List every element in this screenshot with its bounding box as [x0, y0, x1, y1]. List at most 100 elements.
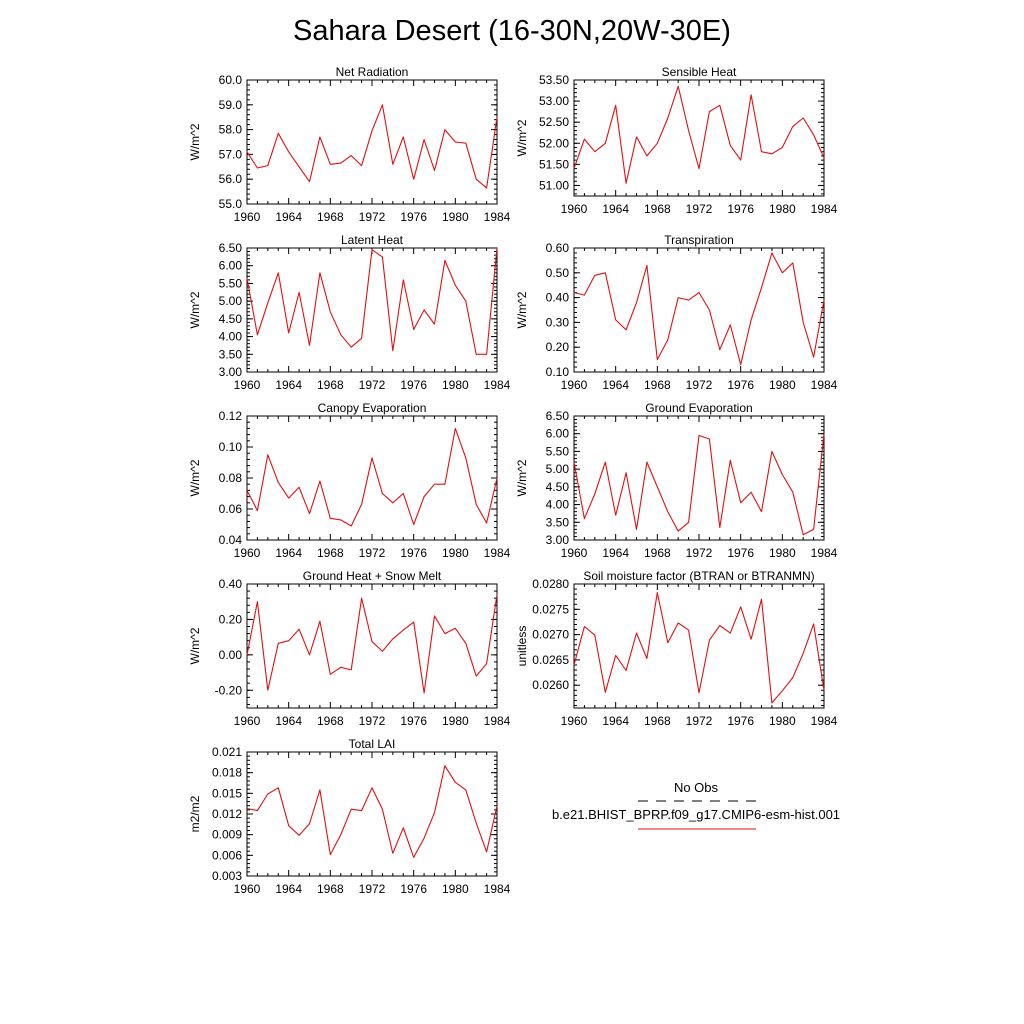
x-tick-label: 1960 [234, 210, 261, 224]
x-tick-label: 1972 [686, 714, 713, 728]
x-tick-label: 1976 [400, 378, 427, 392]
x-tick-label: 1976 [727, 202, 754, 216]
panel-3: 1960 1964 1968 1972 1976 1980 1984 3.00 3.50 4.00… [188, 233, 511, 392]
x-tick-label: 1984 [811, 714, 838, 728]
y-tick-label: 0.60 [546, 241, 570, 255]
x-tick-label: 1960 [561, 202, 588, 216]
panel-title: Ground Evaporation [645, 401, 752, 415]
y-axis-label: W/m^2 [515, 119, 529, 156]
x-tick-label: 1980 [442, 546, 469, 560]
series-line [573, 85, 825, 184]
panel-title: Net Radiation [336, 65, 409, 79]
legend-model-label: b.e21.BHIST_BPRP.f09_g17.CMIP6-esm-hist.… [552, 807, 840, 822]
panel-5: 1960 1964 1968 1972 1976 1980 1984 0.04 0.06 0.08… [188, 401, 511, 560]
legend-obs-label: No Obs [674, 780, 719, 795]
x-tick-label: 1980 [442, 714, 469, 728]
x-tick-label: 1980 [442, 378, 469, 392]
panel-6: 1960 1964 1968 1972 1976 1980 1984 3.00 3.50 4.00… [515, 401, 838, 560]
panel-7: 1960 1964 1968 1972 1976 1980 1984 -0.20 0.00 0.2… [188, 569, 511, 728]
y-tick-label: 4.00 [219, 330, 243, 344]
x-tick-label: 1968 [317, 546, 344, 560]
y-tick-label: 0.0270 [532, 628, 569, 642]
x-tick-label: 1968 [644, 378, 671, 392]
panel-title: Latent Heat [341, 233, 404, 247]
x-tick-label: 1976 [727, 714, 754, 728]
x-tick-label: 1968 [317, 378, 344, 392]
x-tick-label: 1960 [561, 546, 588, 560]
x-tick-label: 1984 [484, 378, 511, 392]
x-tick-label: 1960 [234, 714, 261, 728]
plot-frame [573, 583, 825, 709]
plot-frame [246, 415, 498, 541]
y-tick-label: 0.04 [219, 533, 243, 547]
x-tick-label: 1964 [275, 546, 302, 560]
y-tick-label: 51.50 [539, 157, 569, 171]
x-tick-label: 1972 [359, 378, 386, 392]
y-tick-label: 0.015 [212, 786, 242, 800]
y-tick-label: 5.50 [546, 444, 570, 458]
y-tick-label: 0.012 [212, 807, 242, 821]
x-tick-label: 1960 [561, 378, 588, 392]
y-tick-label: 52.00 [539, 136, 569, 150]
y-tick-label: 6.00 [546, 427, 570, 441]
x-tick-label: 1964 [602, 202, 629, 216]
x-tick-label: 1972 [359, 714, 386, 728]
x-tick-label: 1980 [769, 378, 796, 392]
x-tick-label: 1984 [811, 546, 838, 560]
y-tick-label: 0.50 [546, 266, 570, 280]
y-tick-label: 0.12 [219, 409, 243, 423]
y-axis-label: W/m^2 [188, 459, 202, 496]
y-tick-label: 0.0280 [532, 577, 569, 591]
y-tick-label: 0.20 [219, 612, 243, 626]
y-tick-label: 0.10 [219, 440, 243, 454]
y-tick-label: 0.00 [219, 648, 243, 662]
y-axis-label: W/m^2 [515, 291, 529, 328]
series-line [246, 247, 498, 355]
plot-frame [246, 751, 498, 877]
series-line [246, 104, 498, 189]
y-tick-label: 0.018 [212, 766, 242, 780]
x-tick-label: 1984 [484, 546, 511, 560]
x-tick-label: 1968 [317, 882, 344, 896]
plot-frame [573, 247, 825, 373]
y-tick-label: 4.50 [546, 480, 570, 494]
panel-4: 1960 1964 1968 1972 1976 1980 1984 0.10 0.20 0.30… [515, 233, 838, 392]
y-tick-label: 3.00 [546, 533, 570, 547]
panel-title: Ground Heat + Snow Melt [303, 569, 442, 583]
x-tick-label: 1972 [686, 546, 713, 560]
y-tick-label: 3.50 [219, 347, 243, 361]
x-tick-label: 1984 [811, 378, 838, 392]
y-tick-label: 0.0265 [532, 653, 569, 667]
y-tick-label: 0.009 [212, 828, 242, 842]
x-tick-label: 1980 [769, 546, 796, 560]
x-tick-label: 1960 [234, 546, 261, 560]
x-tick-label: 1964 [602, 378, 629, 392]
y-tick-label: 6.00 [219, 259, 243, 273]
y-tick-label: 55.0 [219, 197, 243, 211]
x-tick-label: 1964 [275, 882, 302, 896]
x-tick-label: 1968 [644, 202, 671, 216]
series-line [573, 433, 825, 536]
x-tick-label: 1976 [400, 210, 427, 224]
x-tick-label: 1968 [644, 546, 671, 560]
y-tick-label: 5.00 [546, 462, 570, 476]
plot-frame [246, 583, 498, 709]
x-tick-label: 1964 [602, 714, 629, 728]
panels: 1960 1964 1968 1972 1976 1980 1984 55.0 56.0 57.0… [188, 65, 838, 896]
y-tick-label: 52.50 [539, 115, 569, 129]
panel-1: 1960 1964 1968 1972 1976 1980 1984 55.0 56.0 57.0… [188, 65, 511, 224]
y-tick-label: 0.0275 [532, 602, 569, 616]
x-tick-label: 1968 [317, 210, 344, 224]
series-line [246, 765, 498, 858]
y-tick-label: 0.0260 [532, 678, 569, 692]
x-tick-label: 1980 [442, 882, 469, 896]
x-tick-label: 1972 [359, 546, 386, 560]
y-tick-label: 51.00 [539, 178, 569, 192]
y-tick-label: 0.20 [546, 340, 570, 354]
series-line [246, 594, 498, 694]
y-axis-label: W/m^2 [515, 459, 529, 496]
panel-title: Canopy Evaporation [318, 401, 427, 415]
x-tick-label: 1980 [769, 714, 796, 728]
y-axis-label: unitless [515, 626, 529, 667]
x-tick-label: 1976 [727, 378, 754, 392]
